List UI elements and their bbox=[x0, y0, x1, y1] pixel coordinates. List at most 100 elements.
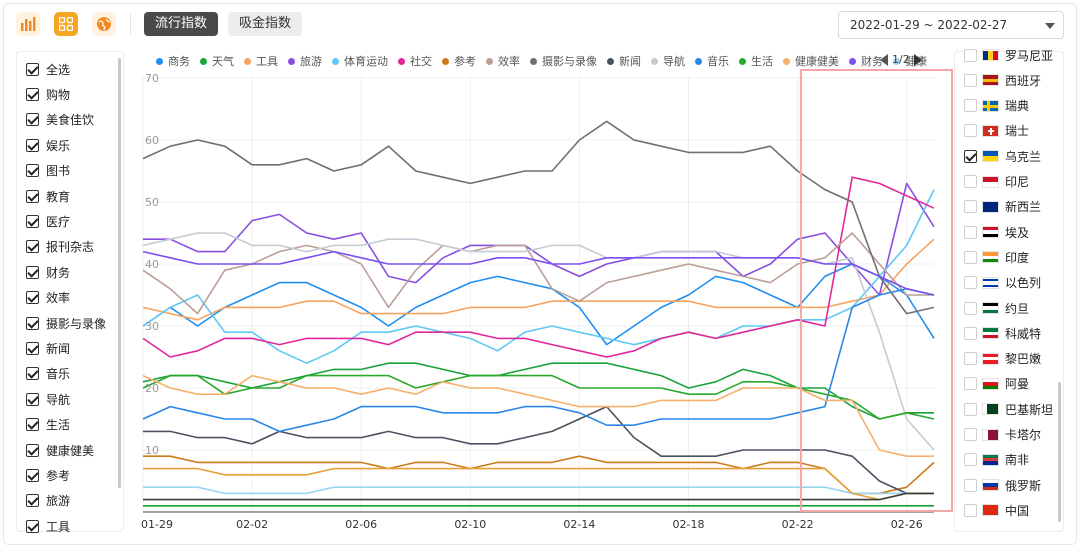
series-line-12[interactable] bbox=[142, 287, 935, 433]
category-scrollbar[interactable] bbox=[118, 58, 121, 488]
category-item[interactable]: 导航 bbox=[26, 390, 70, 408]
country-checkbox[interactable] bbox=[964, 377, 977, 391]
category-checkbox[interactable] bbox=[26, 138, 39, 152]
series-line-4[interactable] bbox=[143, 182, 935, 296]
country-checkbox[interactable] bbox=[964, 402, 977, 416]
country-item[interactable]: 俄罗斯 bbox=[964, 476, 1041, 494]
category-item[interactable]: 财务 bbox=[26, 263, 70, 281]
country-checkbox[interactable] bbox=[964, 250, 977, 264]
category-checkbox[interactable] bbox=[26, 62, 39, 76]
series-line-5[interactable] bbox=[142, 189, 935, 365]
country-checkbox[interactable] bbox=[964, 175, 977, 188]
category-checkbox[interactable] bbox=[26, 494, 39, 508]
legend-item[interactable]: 财务 bbox=[849, 53, 883, 69]
country-item[interactable]: 阿曼 bbox=[964, 375, 1029, 393]
category-checkbox[interactable] bbox=[26, 113, 39, 127]
country-checkbox[interactable] bbox=[964, 428, 977, 441]
category-checkbox[interactable] bbox=[26, 392, 39, 406]
legend-item[interactable]: 音乐 bbox=[695, 53, 729, 69]
country-scrollbar[interactable] bbox=[1058, 382, 1061, 522]
country-checkbox[interactable] bbox=[964, 124, 977, 138]
category-checkbox[interactable] bbox=[26, 367, 39, 381]
country-item[interactable]: 以色列 bbox=[964, 274, 1041, 292]
category-item[interactable]: 图书 bbox=[26, 162, 70, 180]
series-line-1[interactable] bbox=[142, 263, 935, 346]
country-checkbox[interactable] bbox=[964, 453, 977, 467]
country-checkbox[interactable] bbox=[964, 478, 977, 492]
country-item[interactable]: 新西兰 bbox=[964, 198, 1041, 216]
country-checkbox[interactable] bbox=[964, 352, 977, 366]
series-line-17[interactable] bbox=[143, 467, 934, 501]
country-item[interactable]: 印度 bbox=[964, 248, 1029, 266]
category-item[interactable]: 报刊杂志 bbox=[26, 238, 94, 256]
country-checkbox[interactable] bbox=[964, 301, 977, 315]
category-checkbox[interactable] bbox=[26, 341, 39, 355]
date-range-select[interactable]: 2022-01-29 ~ 2022-02-27 bbox=[838, 11, 1064, 39]
series-line-15[interactable] bbox=[142, 250, 935, 296]
country-item[interactable]: 黎巴嫩 bbox=[964, 350, 1041, 368]
category-item[interactable]: 美食佳饮 bbox=[26, 111, 94, 129]
series-line-13[interactable] bbox=[142, 374, 935, 420]
country-item[interactable]: 科威特 bbox=[964, 324, 1041, 342]
grid-apps-icon[interactable] bbox=[54, 12, 78, 36]
category-item[interactable]: 参考 bbox=[26, 466, 70, 484]
country-item[interactable]: 巴基斯坦 bbox=[964, 400, 1053, 418]
category-checkbox[interactable] bbox=[26, 468, 39, 482]
category-item[interactable]: 旅游 bbox=[26, 492, 70, 510]
series-line-8[interactable] bbox=[142, 232, 934, 315]
category-checkbox[interactable] bbox=[26, 265, 39, 279]
series-line-2[interactable] bbox=[142, 362, 934, 420]
tab-revenue-index[interactable]: 吸金指数 bbox=[228, 12, 303, 36]
series-line-9[interactable] bbox=[142, 120, 935, 315]
country-checkbox[interactable] bbox=[964, 503, 977, 517]
category-checkbox[interactable] bbox=[26, 164, 39, 178]
category-item[interactable]: 娱乐 bbox=[26, 136, 70, 154]
country-item[interactable]: 印尼 bbox=[964, 173, 1029, 191]
legend-item[interactable]: 新闻 bbox=[607, 53, 641, 69]
legend-item[interactable]: 社交 bbox=[398, 53, 432, 69]
legend-item[interactable]: 效率 bbox=[486, 53, 520, 69]
country-item[interactable]: 中国 bbox=[964, 501, 1029, 519]
legend-item[interactable]: 商务 bbox=[156, 53, 190, 69]
country-checkbox[interactable] bbox=[964, 225, 977, 239]
country-item[interactable]: 卡塔尔 bbox=[964, 426, 1041, 444]
country-item[interactable]: 约旦 bbox=[964, 299, 1029, 317]
legend-prev-icon[interactable] bbox=[880, 53, 888, 66]
series-line-18[interactable] bbox=[143, 492, 934, 501]
country-checkbox[interactable] bbox=[964, 326, 977, 340]
country-item[interactable]: 瑞典 bbox=[964, 97, 1029, 115]
legend-item[interactable]: 旅游 bbox=[288, 53, 322, 69]
legend-item[interactable]: 体育运动 bbox=[332, 53, 388, 69]
globe-icon[interactable] bbox=[92, 12, 116, 36]
country-item[interactable]: 乌克兰 bbox=[964, 147, 1041, 165]
category-item[interactable]: 效率 bbox=[26, 289, 70, 307]
category-item[interactable]: 购物 bbox=[26, 85, 70, 103]
legend-item[interactable]: 天气 bbox=[200, 53, 234, 69]
category-item[interactable]: 医疗 bbox=[26, 212, 70, 230]
series-line-10[interactable] bbox=[143, 405, 934, 495]
country-item[interactable]: 埃及 bbox=[964, 223, 1029, 241]
category-item[interactable]: 音乐 bbox=[26, 365, 70, 383]
category-checkbox[interactable] bbox=[26, 189, 39, 203]
legend-item[interactable]: 摄影与录像 bbox=[530, 53, 597, 69]
category-checkbox[interactable] bbox=[26, 291, 39, 305]
category-checkbox[interactable] bbox=[26, 240, 39, 254]
legend-item[interactable]: 导航 bbox=[651, 53, 685, 69]
category-item[interactable]: 生活 bbox=[26, 416, 70, 434]
country-item[interactable]: 南非 bbox=[964, 451, 1029, 469]
country-checkbox[interactable] bbox=[964, 200, 977, 214]
country-item[interactable]: 瑞士 bbox=[964, 122, 1029, 140]
legend-next-icon[interactable] bbox=[913, 53, 922, 66]
category-item[interactable]: 健康健美 bbox=[26, 441, 94, 459]
country-checkbox[interactable] bbox=[964, 276, 977, 290]
legend-item[interactable]: 参考 bbox=[442, 53, 476, 69]
tab-popularity-index[interactable]: 流行指数 bbox=[144, 12, 219, 36]
legend-item[interactable]: 健康健美 bbox=[783, 53, 839, 69]
country-item[interactable]: 西班牙 bbox=[964, 71, 1041, 89]
category-item[interactable]: 工具 bbox=[26, 517, 70, 535]
category-item[interactable]: 教育 bbox=[26, 187, 70, 205]
series-line-6[interactable] bbox=[142, 176, 935, 358]
country-item[interactable]: 罗马尼亚 bbox=[964, 46, 1053, 64]
country-checkbox[interactable] bbox=[964, 99, 977, 113]
legend-item[interactable]: 工具 bbox=[244, 53, 278, 69]
